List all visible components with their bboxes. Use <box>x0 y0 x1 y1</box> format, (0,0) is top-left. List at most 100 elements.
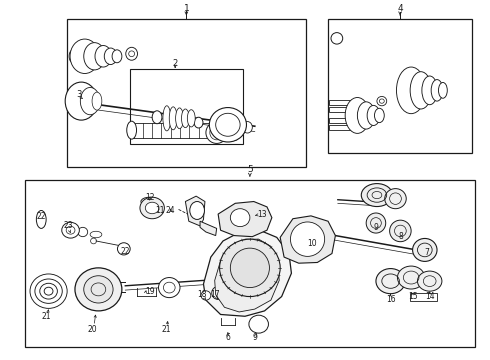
Text: 11: 11 <box>155 206 165 215</box>
Ellipse shape <box>206 122 227 143</box>
Ellipse shape <box>331 33 343 44</box>
Ellipse shape <box>431 80 443 101</box>
Text: 21: 21 <box>161 325 171 334</box>
Text: 13: 13 <box>257 210 267 219</box>
Text: 20: 20 <box>87 325 97 334</box>
Text: 23: 23 <box>63 221 73 230</box>
Polygon shape <box>218 202 272 237</box>
Ellipse shape <box>385 189 406 209</box>
Ellipse shape <box>78 227 88 237</box>
Ellipse shape <box>159 278 180 298</box>
Ellipse shape <box>35 279 62 303</box>
Text: 9: 9 <box>373 223 378 232</box>
Bar <box>329 125 352 130</box>
Ellipse shape <box>398 80 410 101</box>
Ellipse shape <box>190 202 204 220</box>
Ellipse shape <box>390 220 411 242</box>
Text: 24: 24 <box>166 206 175 215</box>
Ellipse shape <box>229 130 239 140</box>
Text: 18: 18 <box>197 290 207 299</box>
Text: 16: 16 <box>386 294 395 303</box>
Ellipse shape <box>376 269 405 294</box>
Ellipse shape <box>291 222 325 256</box>
Bar <box>329 100 352 105</box>
Polygon shape <box>73 111 260 151</box>
Ellipse shape <box>410 72 432 109</box>
Ellipse shape <box>357 102 375 129</box>
Bar <box>410 293 437 301</box>
Ellipse shape <box>70 39 99 73</box>
Ellipse shape <box>249 315 269 333</box>
Bar <box>329 118 352 123</box>
Text: 2: 2 <box>172 59 178 68</box>
Ellipse shape <box>44 287 53 295</box>
Ellipse shape <box>230 248 270 288</box>
Bar <box>328 19 472 153</box>
Ellipse shape <box>62 222 79 238</box>
Text: 3: 3 <box>76 90 81 99</box>
Ellipse shape <box>104 48 117 64</box>
Ellipse shape <box>243 122 252 133</box>
Ellipse shape <box>230 209 250 226</box>
Bar <box>25 180 475 347</box>
Ellipse shape <box>141 197 159 206</box>
Ellipse shape <box>75 268 122 311</box>
Text: 10: 10 <box>308 239 317 248</box>
Ellipse shape <box>169 107 177 130</box>
Text: 15: 15 <box>408 292 417 301</box>
Text: 4: 4 <box>397 4 403 13</box>
Text: 5: 5 <box>247 166 253 175</box>
Text: 8: 8 <box>399 232 404 241</box>
Ellipse shape <box>345 98 369 134</box>
Text: 21: 21 <box>41 312 51 321</box>
Ellipse shape <box>187 110 195 127</box>
Ellipse shape <box>366 213 386 233</box>
Text: 19: 19 <box>145 287 154 296</box>
Ellipse shape <box>140 197 164 219</box>
Text: 22: 22 <box>36 212 46 221</box>
Ellipse shape <box>163 106 171 131</box>
Ellipse shape <box>65 82 98 120</box>
Ellipse shape <box>367 105 380 126</box>
Ellipse shape <box>181 109 189 128</box>
Text: 9: 9 <box>252 333 257 342</box>
Ellipse shape <box>175 108 183 129</box>
Text: 22: 22 <box>121 247 130 256</box>
Ellipse shape <box>220 239 280 297</box>
Ellipse shape <box>95 45 112 67</box>
Text: 17: 17 <box>210 290 220 299</box>
Text: 12: 12 <box>145 193 154 202</box>
Ellipse shape <box>413 238 437 261</box>
Ellipse shape <box>152 111 162 124</box>
Ellipse shape <box>36 211 46 228</box>
Ellipse shape <box>397 266 425 289</box>
Ellipse shape <box>194 117 203 128</box>
Ellipse shape <box>210 126 223 140</box>
Ellipse shape <box>112 50 122 63</box>
Ellipse shape <box>396 67 426 114</box>
Ellipse shape <box>377 96 387 106</box>
Ellipse shape <box>361 184 392 207</box>
Ellipse shape <box>30 274 67 309</box>
Bar <box>130 69 243 144</box>
Bar <box>329 107 352 112</box>
Ellipse shape <box>212 287 224 300</box>
Bar <box>67 19 306 167</box>
Ellipse shape <box>84 42 105 70</box>
Ellipse shape <box>146 202 159 214</box>
Polygon shape <box>203 230 292 316</box>
Polygon shape <box>280 216 335 263</box>
Ellipse shape <box>40 283 57 299</box>
Ellipse shape <box>422 76 438 105</box>
Text: 6: 6 <box>225 333 230 342</box>
Ellipse shape <box>80 87 100 115</box>
Ellipse shape <box>84 276 113 303</box>
Ellipse shape <box>90 231 102 238</box>
Ellipse shape <box>72 47 84 65</box>
Polygon shape <box>185 196 205 226</box>
Ellipse shape <box>439 82 447 98</box>
Ellipse shape <box>209 108 246 142</box>
Text: 7: 7 <box>424 248 429 257</box>
Ellipse shape <box>220 127 232 141</box>
Text: 1: 1 <box>183 4 189 13</box>
